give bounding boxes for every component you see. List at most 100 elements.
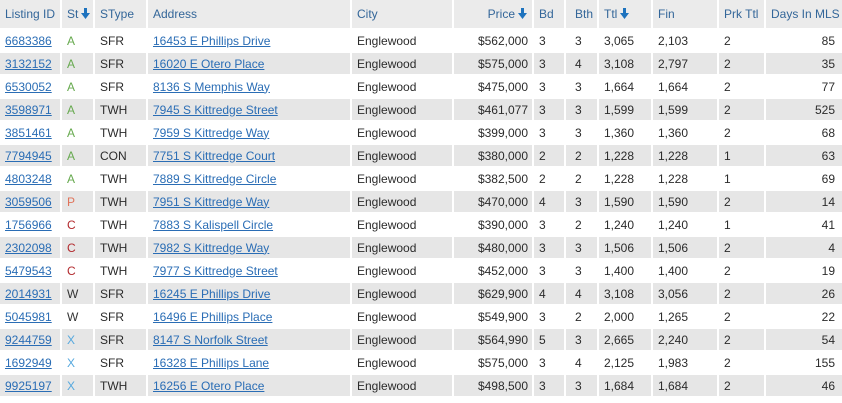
column-header-prk-ttl[interactable]: Prk Ttl (719, 0, 764, 28)
address-link[interactable]: 7883 S Kalispell Circle (153, 217, 274, 232)
address-link[interactable]: 16328 E Phillips Lane (153, 355, 270, 370)
cell-ttl: 3,108 (599, 53, 651, 74)
cell-prk-ttl: 2 (719, 329, 764, 350)
address-link[interactable]: 7945 S Kittredge Street (153, 102, 278, 117)
listing-id-link[interactable]: 3598971 (5, 102, 52, 117)
column-header-label: Fin (658, 7, 675, 21)
cell-stype: SFR (95, 306, 146, 327)
cell-days-in-mls: 22 (766, 306, 842, 327)
cell-city: Englewood (352, 76, 452, 97)
column-header-label: Bd (539, 7, 554, 21)
column-header-fin[interactable]: Fin (653, 0, 717, 28)
address-link[interactable]: 8136 S Memphis Way (153, 79, 270, 94)
address-link[interactable]: 16453 E Phillips Drive (153, 33, 271, 48)
status-code: A (67, 33, 76, 48)
cell-address: 7751 S Kittredge Court (148, 145, 350, 166)
cell-status: W (62, 306, 93, 327)
cell-bd: 2 (534, 168, 564, 189)
cell-address: 16453 E Phillips Drive (148, 30, 350, 51)
cell-stype: TWH (95, 168, 146, 189)
table-row: 2302098 C TWH 7982 S Kittredge Way Englewood… (0, 237, 842, 258)
cell-bth: 3 (566, 76, 597, 97)
cell-bth: 3 (566, 329, 597, 350)
listing-id-link[interactable]: 5045981 (5, 309, 52, 324)
listing-id-link[interactable]: 6683386 (5, 33, 52, 48)
cell-bd: 3 (534, 76, 564, 97)
listing-id-link[interactable]: 1756966 (5, 217, 52, 232)
listing-id-link[interactable]: 2014931 (5, 286, 52, 301)
cell-prk-ttl: 2 (719, 260, 764, 281)
column-header-bd[interactable]: Bd (534, 0, 564, 28)
listing-id-link[interactable]: 4803248 (5, 171, 52, 186)
cell-prk-ttl: 2 (719, 30, 764, 51)
address-link[interactable]: 7889 S Kittredge Circle (153, 171, 277, 186)
cell-listing-id: 3059506 (0, 191, 60, 212)
address-link[interactable]: 16020 E Otero Place (153, 56, 265, 71)
cell-stype: TWH (95, 122, 146, 143)
column-header-ttl[interactable]: Ttl (599, 0, 651, 28)
column-header-city[interactable]: City (352, 0, 452, 28)
column-header-st[interactable]: St (62, 0, 93, 28)
cell-prk-ttl: 2 (719, 237, 764, 258)
cell-ttl: 1,599 (599, 99, 651, 120)
column-header-days-in-mls[interactable]: Days In MLS (766, 0, 842, 28)
listing-id-link[interactable]: 3059506 (5, 194, 52, 209)
cell-bth: 3 (566, 30, 597, 51)
column-header-listing-id[interactable]: Listing ID (0, 0, 60, 28)
cell-city: Englewood (352, 237, 452, 258)
listing-id-link[interactable]: 7794945 (5, 148, 52, 163)
column-header-address[interactable]: Address (148, 0, 350, 28)
cell-prk-ttl: 2 (719, 352, 764, 373)
table-row: 3059506 P TWH 7951 S Kittredge Way Englewood… (0, 191, 842, 212)
listing-id-link[interactable]: 6530052 (5, 79, 52, 94)
address-link[interactable]: 8147 S Norfolk Street (153, 332, 268, 347)
cell-address: 7945 S Kittredge Street (148, 99, 350, 120)
column-header-bth[interactable]: Bth (566, 0, 597, 28)
table-row: 9244759 X SFR 8147 S Norfolk Street Englewoo… (0, 329, 842, 350)
address-link[interactable]: 7951 S Kittredge Way (153, 194, 270, 209)
status-code: X (67, 378, 76, 393)
listing-id-link[interactable]: 5479543 (5, 263, 52, 278)
listing-id-link[interactable]: 9244759 (5, 332, 52, 347)
cell-bth: 3 (566, 191, 597, 212)
cell-ttl: 1,506 (599, 237, 651, 258)
column-header-label: Bth (575, 7, 594, 21)
table-row: 5045981 W SFR 16496 E Phillips Place Englewo… (0, 306, 842, 327)
address-link[interactable]: 7977 S Kittredge Street (153, 263, 278, 278)
cell-fin: 1,684 (653, 375, 717, 396)
column-header-stype[interactable]: SType (95, 0, 146, 28)
address-link[interactable]: 16496 E Phillips Place (153, 309, 273, 324)
listing-id-link[interactable]: 3132152 (5, 56, 52, 71)
cell-status: X (62, 329, 93, 350)
table-row: 3598971 A TWH 7945 S Kittredge Street Englew… (0, 99, 842, 120)
cell-city: Englewood (352, 329, 452, 350)
cell-ttl: 1,228 (599, 145, 651, 166)
address-link[interactable]: 16245 E Phillips Drive (153, 286, 271, 301)
address-link[interactable]: 7982 S Kittredge Way (153, 240, 270, 255)
cell-ttl: 1,684 (599, 375, 651, 396)
address-link[interactable]: 16256 E Otero Place (153, 378, 265, 393)
listing-id-link[interactable]: 2302098 (5, 240, 52, 255)
cell-price: $380,000 (454, 145, 532, 166)
listing-id-link[interactable]: 3851461 (5, 125, 52, 140)
column-header-price[interactable]: Price (454, 0, 532, 28)
cell-prk-ttl: 1 (719, 145, 764, 166)
address-link[interactable]: 7751 S Kittredge Court (153, 148, 276, 163)
cell-city: Englewood (352, 260, 452, 281)
address-link[interactable]: 7959 S Kittredge Way (153, 125, 270, 140)
cell-status: X (62, 375, 93, 396)
cell-ttl: 2,125 (599, 352, 651, 373)
cell-bd: 3 (534, 53, 564, 74)
cell-price: $564,990 (454, 329, 532, 350)
cell-bd: 3 (534, 214, 564, 235)
listings-tbody: 6683386 A SFR 16453 E Phillips Drive Englewo… (0, 30, 842, 396)
cell-status: A (62, 53, 93, 74)
cell-bth: 2 (566, 168, 597, 189)
listing-id-link[interactable]: 1692949 (5, 355, 52, 370)
listing-id-link[interactable]: 9925197 (5, 378, 52, 393)
cell-listing-id: 1756966 (0, 214, 60, 235)
table-row: 6683386 A SFR 16453 E Phillips Drive Englewo… (0, 30, 842, 51)
cell-listing-id: 7794945 (0, 145, 60, 166)
cell-days-in-mls: 85 (766, 30, 842, 51)
